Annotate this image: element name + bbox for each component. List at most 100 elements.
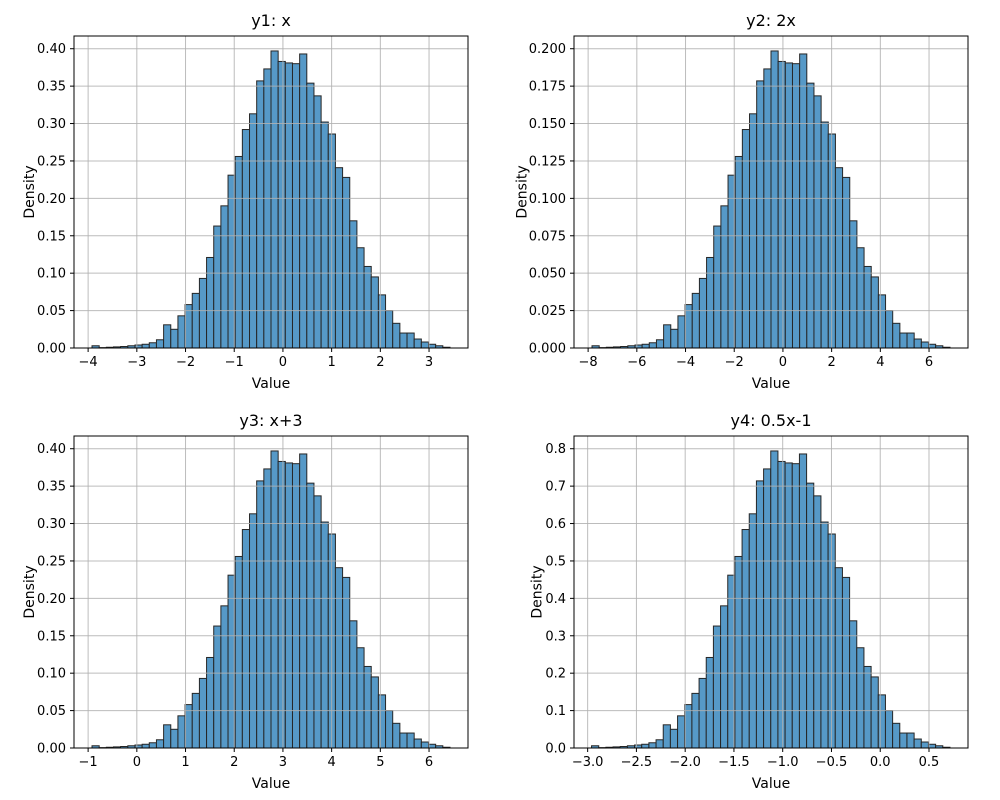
x-tick-label: 2 (230, 755, 238, 770)
y-tick-label: 0.125 (529, 154, 566, 169)
histogram-bar (213, 625, 222, 749)
y-tick-label: 0.0 (545, 742, 566, 757)
histogram-bar (263, 68, 272, 349)
histogram-bar (349, 220, 358, 349)
histogram-bar (834, 167, 844, 349)
y-tick-label: 0.1 (545, 704, 566, 719)
histogram-bar (899, 732, 908, 749)
histogram-bar (741, 529, 750, 749)
subplot-y4-canvas: −3.0 −2.5 −2.0 −1.5 −1.0 −0.5 0.0 0.5 0.0 0.1 0.2 0… (530, 411, 969, 792)
histogram-bar (356, 647, 365, 749)
histogram-bar (220, 205, 229, 349)
y-tick-label: 0.20 (37, 192, 66, 207)
y-tick-label: 0.6 (545, 517, 566, 532)
y-tick-label: 0.10 (37, 667, 66, 682)
histogram-bar (320, 521, 329, 749)
y-tick-label: 0.2 (545, 667, 566, 682)
y-tick-label: 0.100 (529, 192, 566, 207)
histogram-bar (148, 742, 157, 749)
histogram-bar (820, 521, 829, 749)
subplot-y4: −3.0 −2.5 −2.0 −1.5 −1.0 −0.5 0.0 0.5 0.0 0.1 0.2 0… (500, 400, 1000, 800)
subplot-title: y4: 0.5x-1 (731, 411, 812, 430)
histogram-bar (913, 338, 922, 349)
y-axis-label: Density (22, 565, 38, 618)
subplot-y1-canvas: −4 −3 −2 −1 0 1 2 3 0.00 0.05 0.10 0.15 0.20 0.25 0.30… (22, 11, 469, 392)
histogram-bar (877, 294, 887, 349)
axes-spine (573, 435, 969, 749)
x-tick-label: −3 (127, 355, 146, 370)
histogram-bar (177, 315, 186, 349)
y-tick-label: 0.25 (37, 554, 66, 569)
histogram-bar (334, 567, 344, 749)
y-tick-label: 0.4 (545, 592, 566, 607)
histogram-bar (420, 741, 429, 749)
histogram-bar (755, 480, 765, 749)
histogram-bar (698, 677, 707, 749)
histogram-bar (806, 82, 815, 349)
histogram-bar (191, 292, 200, 349)
y-tick-label: 0.05 (37, 304, 66, 319)
histogram-bar (406, 332, 415, 349)
histogram-bar (849, 620, 858, 749)
histogram-bar (777, 460, 786, 749)
histogram-bar (720, 205, 729, 349)
histogram-bar (791, 463, 800, 749)
histogram-bar (155, 739, 165, 749)
x-tick-label: 6 (425, 755, 433, 770)
y-tick-label: 0.050 (529, 267, 566, 282)
histogram-bar (734, 155, 743, 349)
histogram-bar (234, 155, 243, 349)
histogram-bar (277, 460, 286, 749)
histogram-bar (691, 292, 700, 349)
histogram-bar (163, 724, 172, 749)
histogram-bar (170, 328, 179, 349)
histogram-bar (241, 129, 251, 349)
y-tick-label: 0.175 (529, 80, 566, 95)
histogram-bar (870, 676, 879, 749)
axes-spine (73, 35, 469, 349)
histogram-bar (663, 324, 672, 349)
histogram-bar (655, 339, 665, 349)
histogram-bar (406, 732, 415, 749)
histogram-bar (170, 728, 179, 749)
histogram-bar (684, 704, 693, 749)
histogram-bar (834, 567, 843, 749)
histogram-bar (748, 513, 757, 749)
histogram-bar (770, 450, 779, 749)
histogram-bar (428, 743, 437, 749)
x-tick-label: −1.5 (718, 755, 750, 770)
axes-spine (573, 35, 969, 349)
histogram-bar (370, 276, 379, 349)
x-tick-label: 5 (376, 755, 384, 770)
histogram-bar (198, 277, 208, 349)
histogram-bar (291, 463, 301, 749)
histogram-bar (392, 722, 401, 749)
x-tick-label: −1 (225, 355, 244, 370)
y-tick-label: 0.025 (529, 304, 566, 319)
histogram-bar (191, 692, 200, 749)
histogram-bar (842, 176, 851, 349)
histogram-bar (392, 322, 401, 349)
histogram-bar (263, 468, 272, 749)
histogram-bar (741, 129, 751, 349)
histogram-bar (712, 625, 722, 749)
histogram-bar (849, 220, 858, 349)
histogram-bar (334, 167, 344, 349)
subplot-y1: −4 −3 −2 −1 0 1 2 3 0.00 0.05 0.10 0.15 0.20 0.25 0.30… (0, 0, 500, 400)
x-tick-label: 3 (279, 755, 287, 770)
histogram-bar (363, 665, 372, 749)
y-tick-label: 0.40 (37, 442, 66, 457)
histogram-bar (662, 724, 671, 749)
subplot-y3: −1 0 1 2 3 4 5 6 0.00 0.05 0.10 0.15 0.20 0.25 0.30 0.3… (0, 400, 500, 800)
histogram-bar (791, 63, 801, 349)
x-axis-label: Value (252, 776, 290, 792)
y-tick-label: 0.35 (37, 80, 66, 95)
histogram-bar (270, 50, 279, 349)
x-tick-label: −2 (176, 355, 195, 370)
histogram-bar (856, 247, 865, 349)
histogram-bar (641, 743, 650, 749)
histogram-bar (677, 315, 686, 349)
histogram-bar (342, 576, 351, 749)
histogram-bar (399, 732, 408, 749)
